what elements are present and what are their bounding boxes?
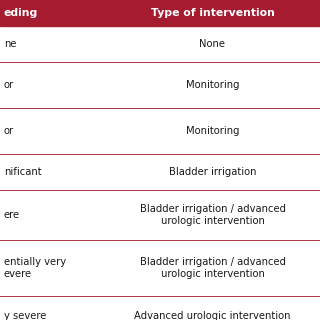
Bar [0,296,320,320]
Text: ere: ere [4,210,20,220]
Text: or: or [4,126,14,136]
Text: nificant: nificant [4,167,42,177]
Text: Bladder irrigation / advanced
urologic intervention: Bladder irrigation / advanced urologic i… [140,257,285,279]
Text: y severe: y severe [4,311,46,320]
Text: eding: eding [4,8,38,18]
Text: Advanced urologic intervention: Advanced urologic intervention [134,311,291,320]
Text: Bladder irrigation / advanced
urologic intervention: Bladder irrigation / advanced urologic i… [140,204,285,227]
Text: Bladder irrigation: Bladder irrigation [169,167,256,177]
Bar [0,26,320,62]
Text: or: or [4,80,14,90]
Bar [0,190,320,240]
Text: None: None [199,39,226,49]
Bar [0,62,320,108]
Text: ne: ne [4,39,17,49]
Bar [0,0,320,26]
Text: Type of intervention: Type of intervention [151,8,275,18]
Text: Monitoring: Monitoring [186,80,239,90]
Bar [0,240,320,296]
Text: Monitoring: Monitoring [186,126,239,136]
Text: entially very
evere: entially very evere [4,257,66,279]
Bar [0,108,320,154]
Bar [0,154,320,190]
